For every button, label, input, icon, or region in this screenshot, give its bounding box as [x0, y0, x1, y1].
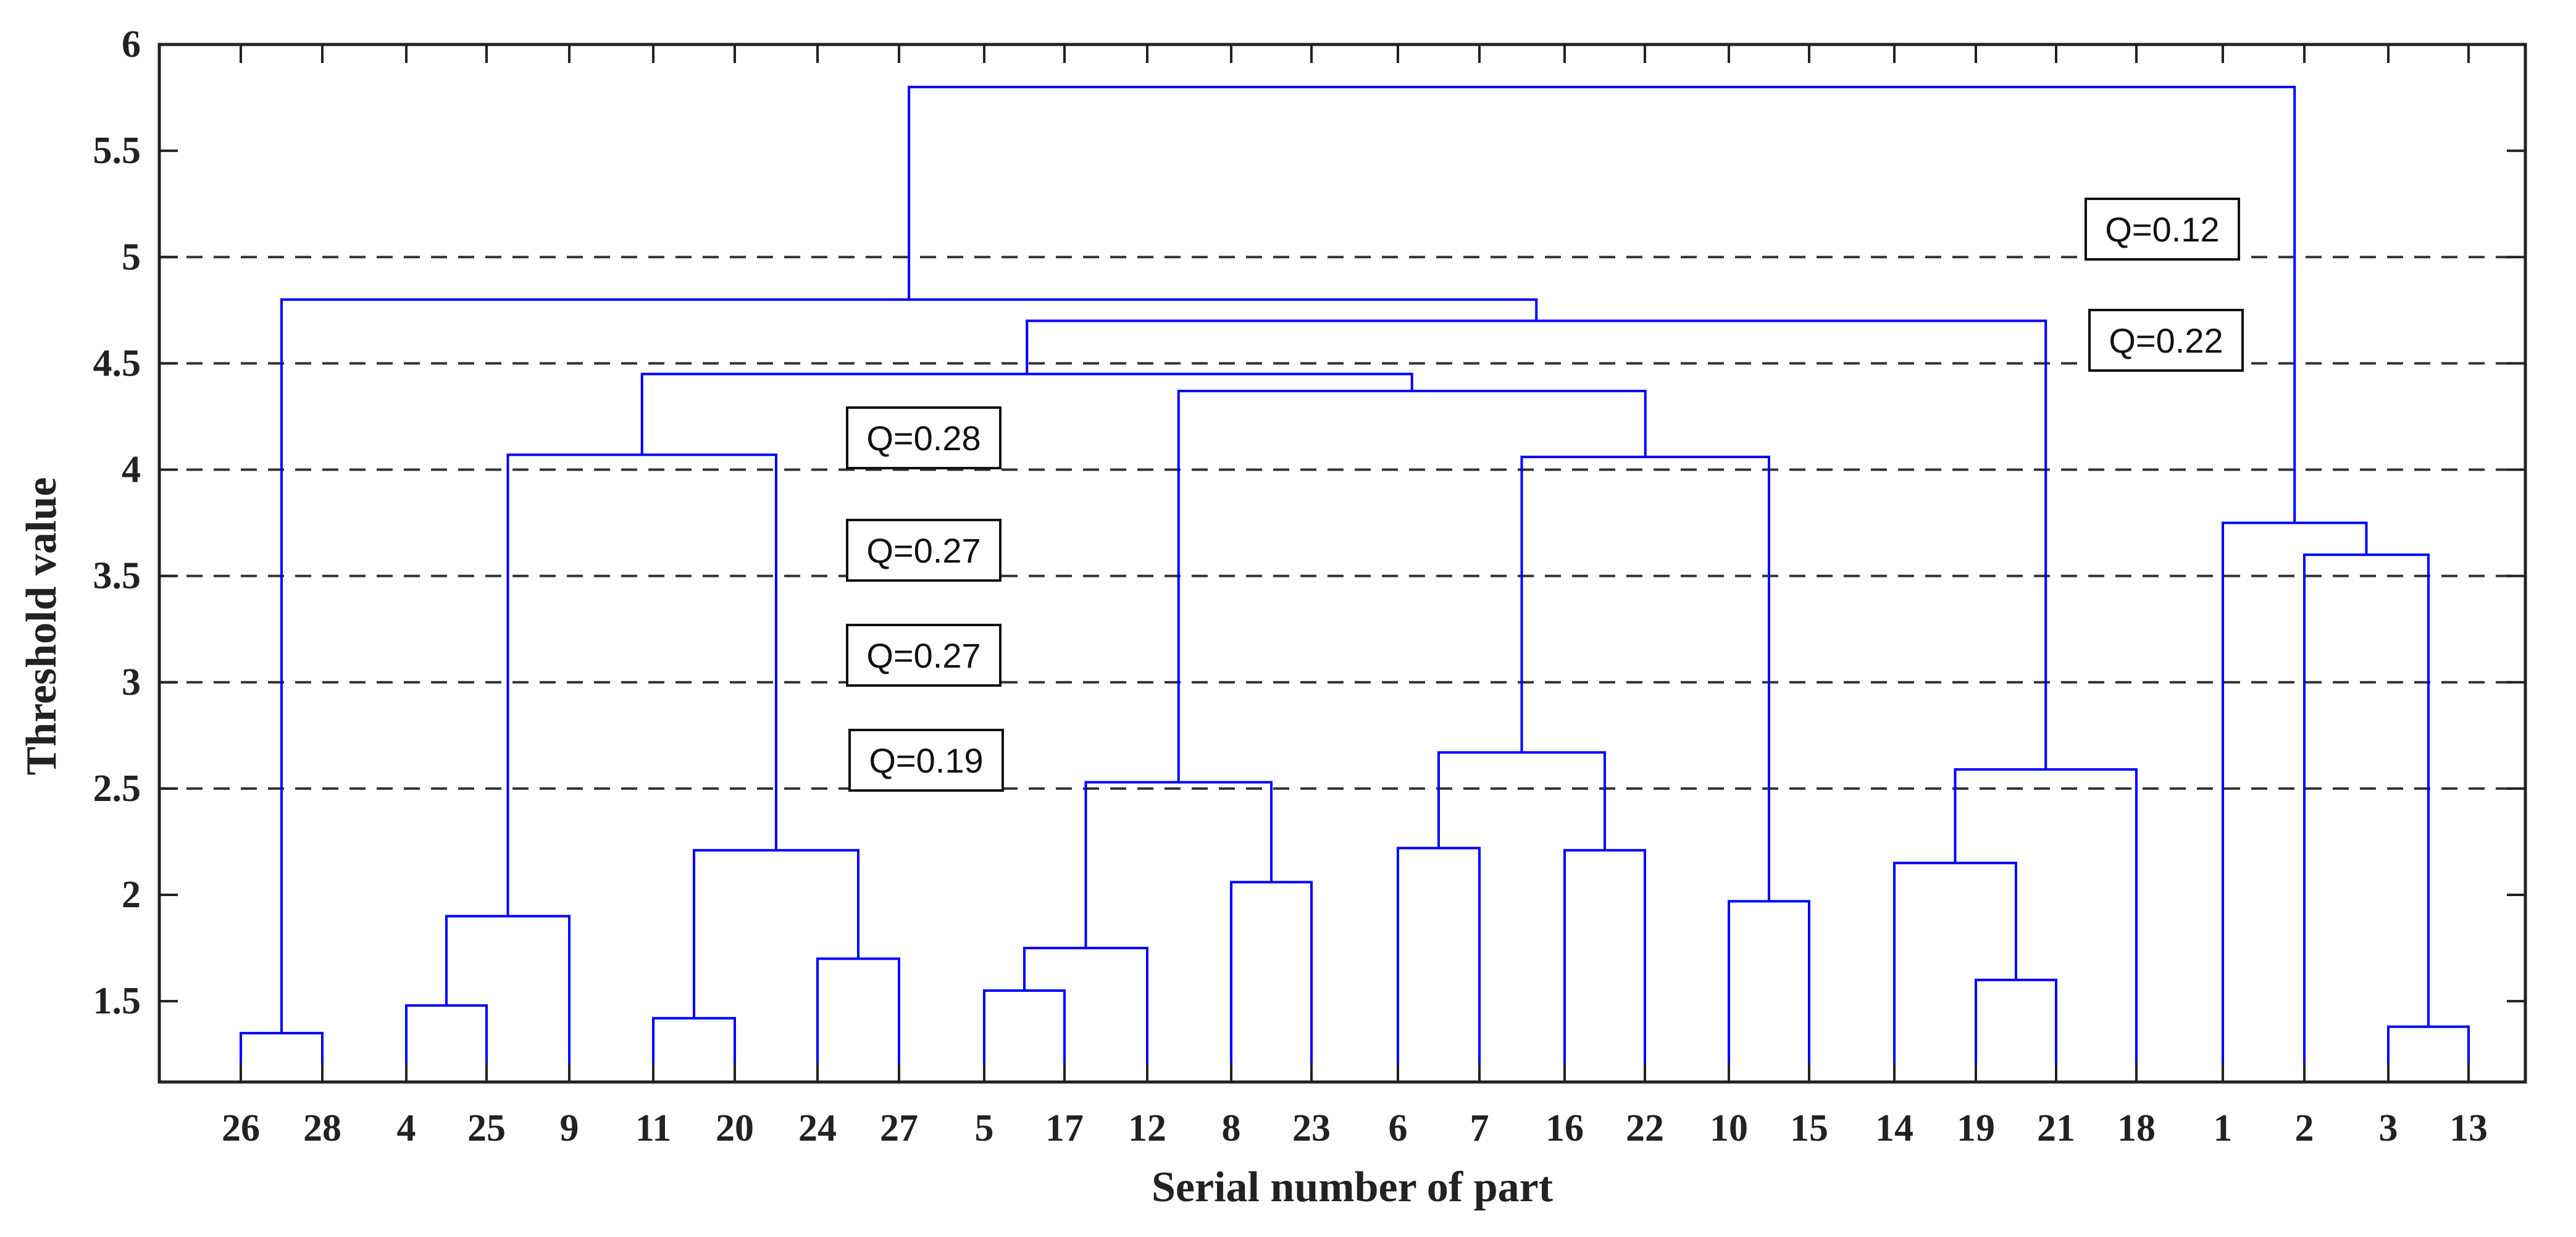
y-tick-label: 6 [122, 23, 141, 65]
y-tick-label: 5 [122, 236, 141, 278]
x-tick-label: 5 [975, 1107, 994, 1149]
x-tick-label: 23 [1292, 1107, 1331, 1149]
dendrogram-links [240, 85, 2470, 1082]
threshold-label: Q=0.19 [869, 741, 983, 780]
x-tick-label: 26 [222, 1107, 260, 1149]
x-tick-label: 24 [798, 1107, 837, 1149]
axes-frame [157, 43, 2527, 1084]
y-tick-label: 4.5 [93, 342, 141, 384]
x-tick-label: 25 [467, 1107, 506, 1149]
x-tick-label: 12 [1128, 1107, 1166, 1149]
dendrogram-link [652, 1017, 736, 1082]
dendrogram-link [1230, 881, 1313, 1082]
dendrogram-link [1893, 862, 2017, 1082]
x-tick-label: 2 [2295, 1107, 2314, 1149]
dendrogram-link [2387, 1025, 2470, 1082]
x-tick-label: 27 [880, 1107, 918, 1149]
threshold-label-box [2088, 309, 2244, 372]
x-tick-label: 8 [1222, 1107, 1241, 1149]
dendrogram-link [1026, 319, 2047, 769]
x-tick-label: 7 [1470, 1107, 1489, 1149]
dendrogram-link [693, 849, 859, 1018]
x-tick-label: 20 [716, 1107, 754, 1149]
x-tick-label: 15 [1790, 1107, 1828, 1149]
x-tick-label: 13 [2449, 1107, 2488, 1149]
plot-frame [157, 43, 2527, 1084]
threshold-label-box [846, 406, 1002, 469]
y-tick-label: 2 [122, 874, 141, 916]
y-tick-label: 5.5 [93, 130, 141, 172]
dendrogram-link [640, 372, 1413, 455]
dendrogram-link [445, 915, 571, 1082]
dendrogram-link [1177, 390, 1647, 782]
x-axis-title: Serial number of part [1152, 1164, 1553, 1211]
x-tick-label: 3 [2379, 1107, 2398, 1149]
threshold-labels: Q=0.12 Q=0.22 Q=0.28 Q=0.27 Q=0.27 Q=0.19 [846, 198, 2244, 792]
x-tick-label: 6 [1389, 1107, 1408, 1149]
dendrogram-link [506, 453, 777, 916]
threshold-label-box [848, 729, 1004, 792]
y-tick-label: 2.5 [93, 768, 141, 810]
y-tick-label: 4 [122, 449, 141, 491]
threshold-label: Q=0.22 [2109, 321, 2223, 360]
x-tick-label: 16 [1545, 1107, 1584, 1149]
x-tick-label: 14 [1875, 1107, 1913, 1149]
x-tick-label: 28 [303, 1107, 341, 1149]
x-tick-label: 4 [397, 1107, 416, 1149]
dendrogram-link [1084, 781, 1273, 949]
dendrogram-link [908, 85, 2296, 523]
dendrogram-link [983, 989, 1066, 1082]
dendrogram-link [1975, 978, 2057, 1082]
threshold-label-box [846, 624, 1002, 687]
dendrogram-link [2303, 553, 2430, 1082]
dendrogram-link [2222, 521, 2368, 1082]
dendrogram-link [1397, 847, 1481, 1082]
threshold-label: Q=0.27 [866, 636, 981, 675]
y-axis-title: Threshold value [18, 477, 65, 776]
dendrogram-link [1954, 768, 2138, 1082]
dendrogram-link [1728, 900, 1810, 1082]
dendrogram-link [816, 957, 900, 1082]
dendrogram-link [1520, 455, 1770, 902]
y-tick-label: 1.5 [93, 980, 141, 1022]
threshold-label-box [2085, 198, 2240, 261]
dendrogram-link [1563, 849, 1646, 1082]
x-tick-label: 22 [1626, 1107, 1664, 1149]
threshold-label: Q=0.28 [866, 419, 981, 458]
x-tick-label: 21 [2037, 1107, 2075, 1149]
y-tick-label: 3 [122, 661, 141, 703]
x-tick-label: 1 [2214, 1107, 2233, 1149]
x-tick-label: 19 [1957, 1107, 1995, 1149]
threshold-label: Q=0.27 [866, 531, 981, 570]
x-tick-label: 10 [1710, 1107, 1748, 1149]
x-tick-label: 9 [560, 1107, 579, 1149]
threshold-label: Q=0.12 [2105, 210, 2219, 249]
x-tick-label: 18 [2117, 1107, 2156, 1149]
threshold-label-box [846, 519, 1002, 582]
dendrogram-link [405, 1004, 488, 1082]
x-tick-label: 11 [635, 1107, 672, 1149]
dendrogram-link [1437, 751, 1606, 850]
dendrogram-link [240, 1031, 324, 1082]
dendrogram-link [280, 298, 1538, 1033]
y-tick-label: 3.5 [93, 555, 141, 597]
dendrogram-link [1023, 947, 1148, 1082]
x-tick-label: 17 [1045, 1107, 1084, 1149]
